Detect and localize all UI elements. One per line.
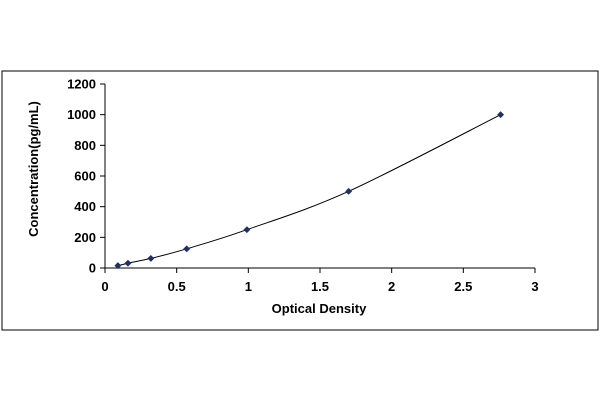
data-point bbox=[345, 187, 353, 195]
x-tick-label: 0.5 bbox=[168, 279, 186, 294]
data-point bbox=[497, 111, 505, 119]
x-tick-label: 2.5 bbox=[454, 279, 472, 294]
y-tick-label: 600 bbox=[74, 169, 96, 184]
y-tick-label: 200 bbox=[74, 230, 96, 245]
data-point bbox=[183, 245, 191, 253]
x-tick-label: 1.5 bbox=[311, 279, 329, 294]
y-tick-label: 1200 bbox=[67, 77, 96, 92]
plot-layer: 0 200 400 600 800 1000 1200 0 0.5 1 1.5 2 2.5 3 bbox=[67, 77, 539, 295]
x-tick-label: 0 bbox=[101, 279, 108, 294]
x-tick-label: 2 bbox=[388, 279, 395, 294]
y-axis-title: Concentration(pg/mL) bbox=[26, 101, 41, 237]
data-point bbox=[124, 259, 132, 267]
x-tick-label: 1 bbox=[245, 279, 252, 294]
x-axis-title: Optical Density bbox=[272, 301, 367, 316]
y-tick-label: 0 bbox=[89, 261, 96, 276]
data-point bbox=[243, 226, 251, 234]
data-point bbox=[114, 262, 122, 270]
y-tick-label: 1000 bbox=[67, 107, 96, 122]
y-tick-label: 800 bbox=[74, 138, 96, 153]
data-point bbox=[147, 254, 155, 262]
y-tick-label: 400 bbox=[74, 199, 96, 214]
x-tick-label: 3 bbox=[531, 279, 538, 294]
